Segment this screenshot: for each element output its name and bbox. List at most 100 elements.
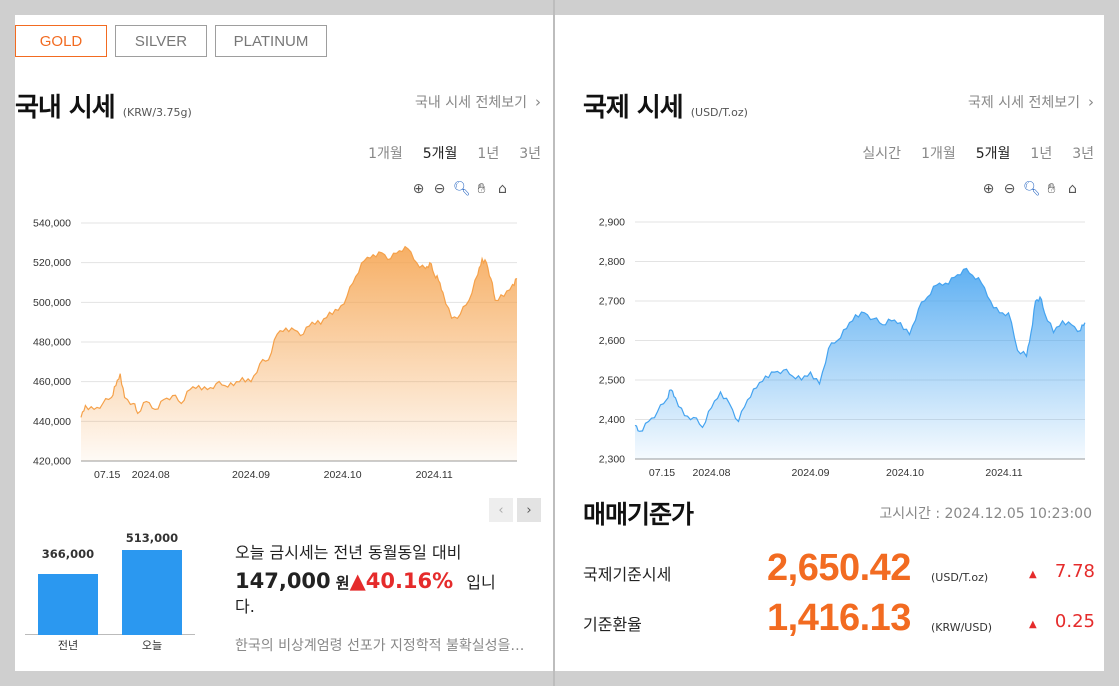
pan-hand-icon[interactable]: ✋︎ — [1047, 181, 1056, 197]
zoom-out-icon[interactable]: ⊖ — [1003, 181, 1016, 197]
y-tick-label: 500,000 — [33, 297, 71, 309]
summary-line3: 다. — [235, 597, 255, 616]
home-icon[interactable]: ⌂ — [1068, 181, 1077, 197]
up-arrow-icon: ▲ — [1029, 569, 1037, 580]
price-area — [635, 268, 1085, 459]
standard-row-change: 7.78 — [1054, 561, 1095, 582]
x-tick-label: 07.15 — [649, 467, 675, 479]
home-icon[interactable]: ⌂ — [498, 181, 507, 197]
pan-hand-icon[interactable]: ✋︎ — [477, 181, 486, 197]
international-title-text: 국제 시세 — [583, 93, 684, 123]
summary-currency: 원 — [335, 574, 350, 592]
domestic-title: 국내 시세 (KRW/3.75g) — [15, 87, 192, 124]
yoy-bar-today — [122, 549, 182, 635]
period-5m[interactable]: 5개월 — [975, 146, 1011, 162]
chart-pager: ‹ › — [489, 498, 541, 522]
y-tick-label: 2,500 — [599, 375, 625, 387]
y-tick-label: 460,000 — [33, 376, 71, 388]
period-1m[interactable]: 1개월 — [921, 146, 956, 162]
international-price-chart[interactable]: 2,300 2,400 2,500 2,600 2,700 2,800 2,900 07.15… — [583, 195, 1093, 485]
international-chart-toolbar: ⊕ ⊖ 🔍︎ ✋︎ ⌂ — [981, 181, 1080, 197]
international-title: 국제 시세 (USD/T.oz) — [583, 87, 748, 124]
standard-row-value: 2,650.42 — [767, 547, 911, 589]
standard-row-value: 1,416.13 — [767, 597, 911, 639]
domestic-chart-toolbar: ⊕ ⊖ 🔍︎ ✋︎ ⌂ — [411, 181, 510, 197]
x-tick-label: 2024.11 — [416, 469, 453, 481]
y-tick-label: 2,600 — [599, 335, 625, 347]
standard-row-change: 0.25 — [1054, 611, 1095, 632]
tab-gold[interactable]: GOLD — [15, 25, 107, 57]
yoy-bar-value-today: 513,000 — [125, 531, 179, 545]
standard-row-unit: (KRW/USD) — [931, 621, 993, 634]
summary-amount: 147,000 — [235, 569, 331, 593]
yoy-bar-label-prev: 전년 — [57, 639, 79, 652]
x-tick-label: 2024.09 — [792, 467, 830, 479]
y-tick-label: 480,000 — [33, 337, 71, 349]
y-tick-label: 2,700 — [599, 296, 625, 308]
period-5m[interactable]: 5개월 — [422, 146, 458, 162]
x-tick-label: 2024.10 — [324, 469, 362, 481]
period-realtime[interactable]: 실시간 — [862, 146, 902, 162]
international-unit: (USD/T.oz) — [690, 106, 748, 119]
period-1y[interactable]: 1년 — [477, 146, 500, 162]
international-panel: 국제 시세 (USD/T.oz) 국제 시세 전체보기 › 실시간 1개월 5개월 … — [555, 15, 1104, 671]
zoom-out-icon[interactable]: ⊖ — [433, 181, 446, 197]
summary-up-arrow: ▲ — [349, 569, 366, 593]
x-tick-label: 07.15 — [94, 469, 120, 481]
chevron-right-icon: › — [535, 93, 541, 111]
chevron-right-icon: › — [1088, 93, 1094, 111]
period-3y[interactable]: 3년 — [519, 146, 541, 162]
domestic-period-tabs: 1개월 5개월 1년 3년 — [368, 143, 541, 163]
period-3y[interactable]: 3년 — [1072, 146, 1094, 162]
x-tick-label: 2024.11 — [985, 467, 1022, 479]
y-tick-label: 2,800 — [599, 256, 625, 268]
tab-silver[interactable]: SILVER — [115, 25, 207, 57]
y-tick-label: 2,900 — [599, 217, 625, 229]
international-period-tabs: 실시간 1개월 5개월 1년 3년 — [862, 143, 1094, 163]
standard-row-label: 기준환율 — [583, 615, 642, 634]
summary-suffix: 입니 — [466, 573, 496, 592]
tab-platinum[interactable]: PLATINUM — [215, 25, 327, 57]
yoy-bar-chart: 366,000 전년 513,000 오늘 — [25, 531, 195, 653]
price-area — [81, 246, 517, 461]
international-view-all-link[interactable]: 국제 시세 전체보기 › — [968, 92, 1094, 112]
summary-line1: 오늘 금시세는 전년 동월동일 대비 — [235, 543, 462, 562]
y-tick-label: 2,300 — [599, 454, 625, 466]
period-1y[interactable]: 1년 — [1030, 146, 1053, 162]
price-line — [634, 267, 1086, 432]
x-tick-label: 2024.10 — [886, 467, 924, 479]
international-view-all-label: 국제 시세 전체보기 — [968, 95, 1080, 111]
zoom-in-icon[interactable]: ⊕ — [412, 181, 425, 197]
summary-percent: 40.16% — [365, 569, 454, 593]
standard-price-title: 매매기준가 — [583, 500, 694, 529]
magnifier-icon[interactable]: 🔍︎ — [1023, 181, 1041, 197]
x-tick-label: 2024.09 — [232, 469, 270, 481]
standard-row-intl: 국제기준시세 2,650.42 (USD/T.oz) ▲ 7.78 — [583, 547, 1095, 597]
standard-row-fx: 기준환율 1,416.13 (KRW/USD) ▲ 0.25 — [583, 597, 1095, 647]
domestic-panel: GOLD SILVER PLATINUM 국내 시세 (KRW/3.75g) 국내… — [15, 15, 553, 671]
domestic-title-text: 국내 시세 — [15, 93, 116, 123]
magnifier-icon[interactable]: 🔍︎ — [453, 181, 471, 197]
x-tick-label: 2024.08 — [132, 469, 170, 481]
y-tick-label: 2,400 — [599, 414, 625, 426]
y-tick-label: 440,000 — [33, 416, 71, 428]
domestic-view-all-label: 국내 시세 전체보기 — [415, 95, 527, 111]
panel-divider — [553, 0, 555, 686]
pager-prev-button[interactable]: ‹ — [489, 498, 513, 522]
standard-row-unit: (USD/T.oz) — [931, 571, 989, 584]
yoy-bar-label-today: 오늘 — [141, 639, 163, 652]
summary-line2: 147,000 원▲40.16% 입니 — [235, 567, 535, 597]
y-tick-label: 420,000 — [33, 456, 71, 468]
pager-next-button[interactable]: › — [517, 498, 541, 522]
x-tick-label: 2024.08 — [693, 467, 731, 479]
yoy-bar-value-prev: 366,000 — [41, 547, 95, 561]
domestic-price-chart[interactable]: 420,000 440,000 460,000 480,000 500,000 520,0… — [15, 195, 535, 485]
yoy-summary: 오늘 금시세는 전년 동월동일 대비 147,000 원▲40.16% 입니 다… — [235, 539, 535, 617]
y-tick-label: 540,000 — [33, 218, 71, 230]
domestic-view-all-link[interactable]: 국내 시세 전체보기 › — [415, 92, 541, 112]
zoom-in-icon[interactable]: ⊕ — [982, 181, 995, 197]
yoy-bar-prev — [38, 574, 98, 635]
news-headline-link[interactable]: 한국의 비상계엄령 선포가 지정학적 불확실성을 키웠다 — [235, 638, 525, 654]
period-1m[interactable]: 1개월 — [368, 146, 403, 162]
y-tick-label: 520,000 — [33, 257, 71, 269]
